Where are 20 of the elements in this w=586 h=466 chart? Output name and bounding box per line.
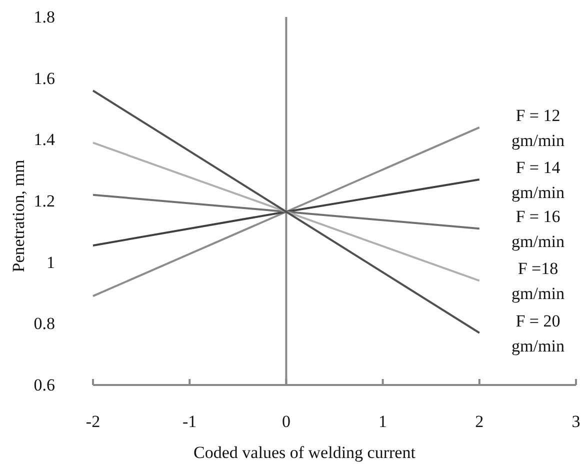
series-label: F = 16 gm/min (512, 207, 565, 252)
series-label: F = 20 gm/min (512, 311, 565, 356)
y-tick-label: 1.8 (34, 7, 55, 26)
y-tick-label: 1 (46, 252, 55, 272)
x-tick-label: 3 (572, 412, 580, 432)
x-tick-label: 0 (282, 412, 290, 432)
series-label: F =18 gm/min (512, 259, 565, 304)
y-tick-label: 0.6 (34, 375, 55, 394)
series-label: F = 12 gm/min (512, 106, 565, 150)
y-tick-label: 1.6 (34, 68, 55, 88)
x-tick-label: 2 (475, 412, 484, 432)
x-tick-label: -1 (182, 412, 197, 432)
x-tick-label: 1 (378, 412, 388, 432)
x-axis-title: Coded values of welding current (194, 443, 416, 462)
x-tick-label: -2 (86, 412, 100, 432)
y-tick-label: 0.8 (34, 314, 55, 334)
y-tick-label: 1.4 (34, 130, 56, 150)
series-label: F = 14 gm/min (512, 158, 565, 202)
y-tick-label: 1.2 (34, 191, 55, 210)
y-axis-title: Penetration, mm (9, 160, 28, 272)
